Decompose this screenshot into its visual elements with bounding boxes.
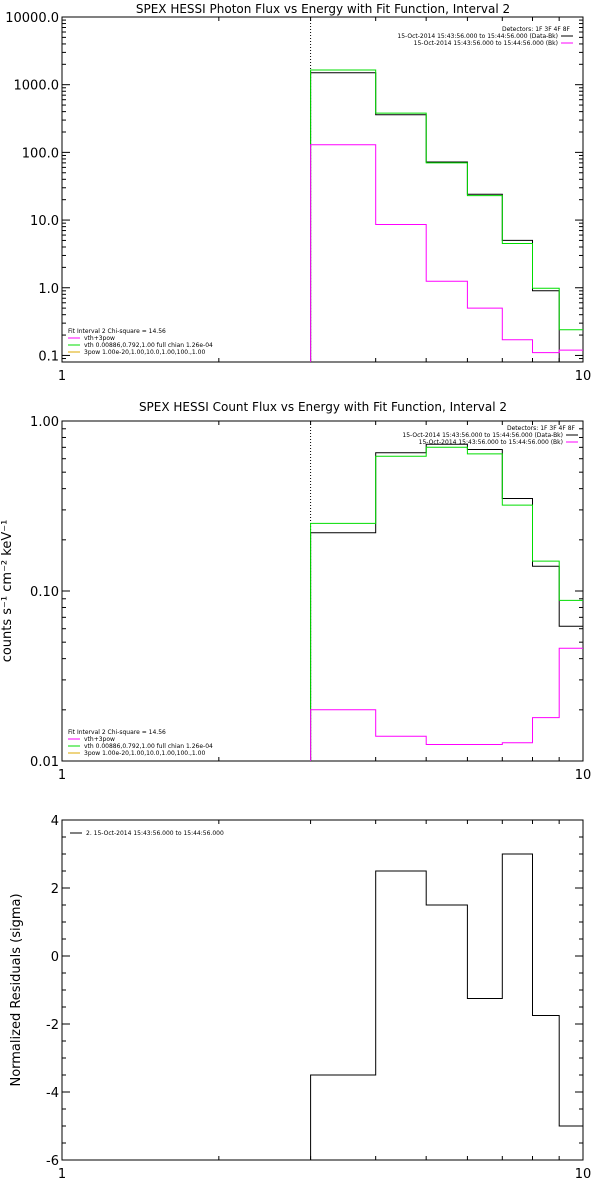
residuals-ytick-label: 2 bbox=[51, 882, 59, 897]
legend-data-bk-label: 15-Oct-2014 15:43:56.000 to 15:44:56.000… bbox=[397, 33, 558, 40]
count-flux-xtick-label: 1 bbox=[58, 768, 66, 783]
legend-3pow-label: 3pow 1.00e-20,1.00,10.0,1.00,100.,1.00 bbox=[84, 349, 205, 356]
count-flux-series-1-line bbox=[310, 446, 583, 761]
count-flux-legend-top: Detectors: 1F 3F 4F 8F 15-Oct-2014 15:43… bbox=[402, 425, 578, 446]
photon-flux-series-2-line bbox=[310, 144, 583, 362]
photon-flux-panel: SPEX HESSI Photon Flux vs Energy with Fi… bbox=[5, 2, 591, 384]
photon-flux-title: SPEX HESSI Photon Flux vs Energy with Fi… bbox=[136, 2, 510, 16]
photon-flux-ytick-label: 10.0 bbox=[30, 214, 59, 229]
photon-flux-legend-bottom: Fit Interval 2 Chi-square = 14.56 vth+3p… bbox=[68, 328, 213, 356]
residuals-ytick-label: -4 bbox=[46, 1086, 59, 1101]
legend-bk-label: 15-Oct-2014 15:43:56.000 to 15:44:56.000… bbox=[414, 40, 558, 47]
legend-bk-label: 15-Oct-2014 15:43:56.000 to 15:44:56.000… bbox=[419, 439, 563, 446]
legend-detectors-header: Detectors: 1F 3F 4F 8F bbox=[502, 26, 571, 33]
legend-detectors-header: Detectors: 1F 3F 4F 8F bbox=[507, 425, 576, 432]
photon-flux-plot-frame bbox=[61, 16, 584, 363]
legend-fit-header: Fit Interval 2 Chi-square = 14.56 bbox=[68, 328, 166, 335]
photon-flux-ytick-label: 1.0 bbox=[38, 282, 59, 297]
count-flux-ytick-label: 1.00 bbox=[30, 415, 59, 430]
residuals-ytick-label: 4 bbox=[51, 814, 59, 829]
count-flux-panel: SPEX HESSI Count Flux vs Energy with Fit… bbox=[0, 400, 591, 783]
residuals-marks bbox=[310, 853, 583, 1160]
count-flux-legend-bottom: Fit Interval 2 Chi-square = 14.56 vth+3p… bbox=[68, 729, 213, 757]
residuals-series-0-line bbox=[310, 853, 583, 1160]
count-flux-y-axis-label: counts s⁻¹ cm⁻² keV⁻¹ bbox=[0, 520, 15, 663]
residuals-axis-ticks: -6 -4 -2 0 2 4 1 10 bbox=[46, 814, 591, 1182]
photon-flux-series-0-line bbox=[310, 72, 583, 363]
count-flux-ytick-label: 0.01 bbox=[30, 755, 59, 770]
photon-flux-xtick-label: 1 bbox=[58, 369, 66, 384]
legend-fit-header: Fit Interval 2 Chi-square = 14.56 bbox=[68, 729, 166, 736]
residuals-xtick-label: 1 bbox=[58, 1167, 66, 1182]
legend-vth3pow-label: vth+3pow bbox=[84, 335, 115, 342]
legend-vth3pow-label: vth+3pow bbox=[84, 736, 115, 743]
photon-flux-legend-top: Detectors: 1F 3F 4F 8F 15-Oct-2014 15:43… bbox=[397, 26, 573, 47]
residuals-y-axis-label: Normalized Residuals (sigma) bbox=[9, 893, 24, 1086]
legend-data-bk-label: 15-Oct-2014 15:43:56.000 to 15:44:56.000… bbox=[402, 432, 563, 439]
count-flux-series-0-line bbox=[310, 443, 583, 761]
count-flux-axis-ticks: 0.01 0.10 1.00 1 10 bbox=[30, 415, 591, 783]
photon-flux-marks bbox=[310, 17, 583, 363]
photon-flux-ytick-label: 10000.0 bbox=[5, 11, 59, 26]
photon-flux-xtick-label: 10 bbox=[575, 369, 592, 384]
residuals-ytick-label: -6 bbox=[46, 1154, 59, 1169]
residuals-legend: 2. 15-Oct-2014 15:43:56.000 to 15:44:56.… bbox=[70, 830, 224, 837]
legend-vth-label: vth 0.00886,0.792,1.00 full chian 1.26e-… bbox=[84, 342, 213, 349]
photon-flux-axis-ticks: 0.1 1.0 10.0 100.0 1000.0 10000.0 1 10 bbox=[5, 11, 591, 384]
residuals-panel: Normalized Residuals (sigma) -6 -4 -2 0 2 4 1 1… bbox=[9, 814, 591, 1182]
count-flux-ytick-label: 0.10 bbox=[30, 585, 59, 600]
residuals-ytick-label: 0 bbox=[51, 950, 59, 965]
legend-3pow-label: 3pow 1.00e-20,1.00,10.0,1.00,100.,1.00 bbox=[84, 750, 205, 757]
residuals-ytick-label: -2 bbox=[46, 1018, 59, 1033]
residuals-plot-frame bbox=[61, 819, 584, 1161]
count-flux-xtick-label: 10 bbox=[575, 768, 592, 783]
count-flux-marks bbox=[310, 421, 583, 761]
legend-vth-label: vth 0.00886,0.792,1.00 full chian 1.26e-… bbox=[84, 743, 213, 750]
photon-flux-ytick-label: 0.1 bbox=[38, 349, 59, 364]
legend-residual-label: 2. 15-Oct-2014 15:43:56.000 to 15:44:56.… bbox=[86, 830, 224, 837]
count-flux-title: SPEX HESSI Count Flux vs Energy with Fit… bbox=[139, 400, 507, 414]
photon-flux-ytick-label: 100.0 bbox=[22, 146, 59, 161]
count-flux-series-2-line bbox=[310, 647, 583, 761]
residuals-xtick-label: 10 bbox=[575, 1167, 592, 1182]
photon-flux-ytick-label: 1000.0 bbox=[14, 79, 60, 94]
photon-flux-series-1-line bbox=[310, 69, 583, 362]
